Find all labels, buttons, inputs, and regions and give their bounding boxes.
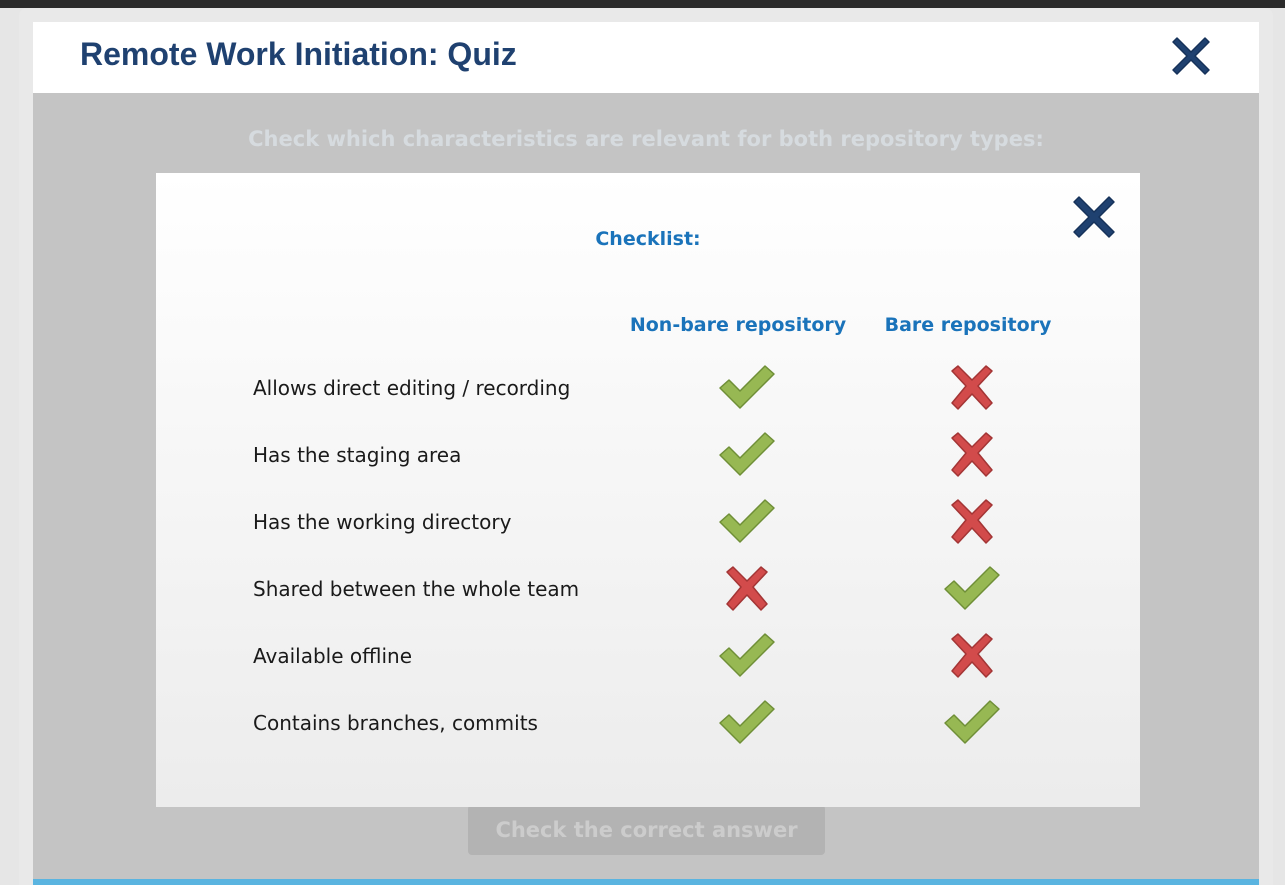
top-strip bbox=[0, 0, 1285, 8]
cross-icon bbox=[942, 363, 1002, 413]
check-icon bbox=[717, 631, 777, 681]
cross-icon bbox=[942, 430, 1002, 480]
row-label: Has the working directory bbox=[253, 510, 512, 534]
column-header-non-bare: Non-bare repository bbox=[629, 314, 847, 336]
cross-icon bbox=[942, 631, 1002, 681]
row-label: Has the staging area bbox=[253, 443, 462, 467]
column-header-bare: Bare repository bbox=[884, 314, 1052, 336]
check-icon bbox=[942, 564, 1002, 614]
check-icon bbox=[717, 497, 777, 547]
close-icon[interactable] bbox=[1167, 32, 1215, 80]
bottom-accent-bar bbox=[33, 879, 1259, 885]
close-icon[interactable] bbox=[1068, 191, 1120, 243]
row-label: Contains branches, commits bbox=[253, 711, 538, 735]
check-answer-button[interactable]: Check the correct answer bbox=[468, 805, 825, 855]
checklist-row: Contains branches, commits bbox=[156, 693, 1140, 753]
checklist-row: Has the working directory bbox=[156, 492, 1140, 552]
cross-icon bbox=[717, 564, 777, 614]
cross-icon bbox=[942, 497, 1002, 547]
row-label: Allows direct editing / recording bbox=[253, 376, 571, 400]
title-bar: Remote Work Initiation: Quiz bbox=[33, 22, 1259, 93]
checklist-title: Checklist: bbox=[595, 228, 701, 250]
checklist-row: Available offline bbox=[156, 626, 1140, 686]
row-label: Available offline bbox=[253, 644, 412, 668]
row-label: Shared between the whole team bbox=[253, 577, 580, 601]
checklist-modal: Checklist: Non-bare repository Bare repo… bbox=[156, 173, 1140, 807]
checklist-row: Has the staging area bbox=[156, 425, 1140, 485]
checklist-row: Allows direct editing / recording bbox=[156, 358, 1140, 418]
check-icon bbox=[717, 698, 777, 748]
page-title: Remote Work Initiation: Quiz bbox=[80, 36, 517, 72]
question-text: Check which characteristics are relevant… bbox=[248, 127, 1044, 151]
check-icon bbox=[942, 698, 1002, 748]
checklist-row: Shared between the whole team bbox=[156, 559, 1140, 619]
check-icon bbox=[717, 430, 777, 480]
check-icon bbox=[717, 363, 777, 413]
